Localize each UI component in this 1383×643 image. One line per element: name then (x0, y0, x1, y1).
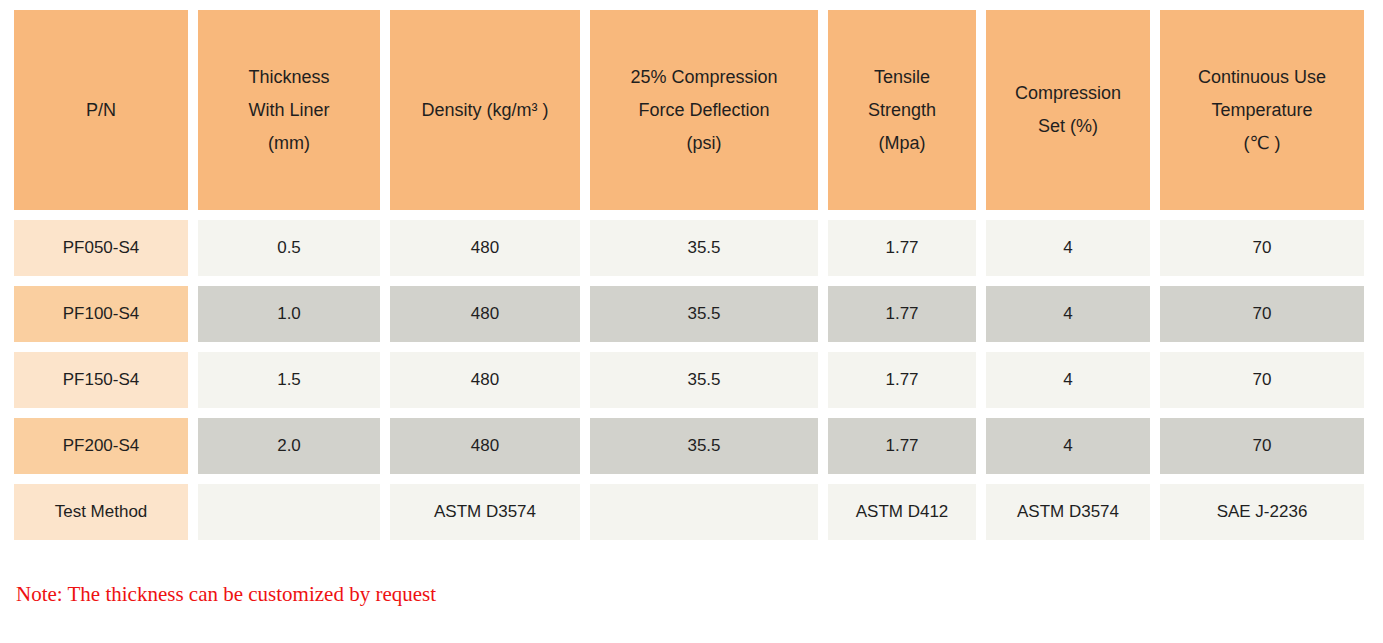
value-cell: SAE J-2236 (1160, 484, 1364, 540)
value-cell: 480 (390, 220, 580, 276)
column-header-pn: P/N (14, 10, 188, 210)
column-header-thickness: Thickness With Liner (mm) (198, 10, 380, 210)
thickness-note: Note: The thickness can be customized by… (16, 582, 1383, 607)
value-cell: 4 (986, 352, 1150, 408)
value-cell: 35.5 (590, 286, 818, 342)
value-cell (198, 484, 380, 540)
row-label-cell: PF100-S4 (14, 286, 188, 342)
value-cell: 4 (986, 220, 1150, 276)
row-label-cell: Test Method (14, 484, 188, 540)
value-cell: 2.0 (198, 418, 380, 474)
table-row: PF100-S4 1.0 480 35.5 1.77 4 70 (14, 286, 1364, 342)
value-cell: ASTM D412 (828, 484, 976, 540)
value-cell (590, 484, 818, 540)
value-cell: ASTM D3574 (390, 484, 580, 540)
value-cell: 70 (1160, 352, 1364, 408)
row-label-cell: PF050-S4 (14, 220, 188, 276)
value-cell: 0.5 (198, 220, 380, 276)
value-cell: 1.77 (828, 418, 976, 474)
value-cell: 70 (1160, 286, 1364, 342)
column-header-density: Density (kg/m³ ) (390, 10, 580, 210)
table-row: PF200-S4 2.0 480 35.5 1.77 4 70 (14, 418, 1364, 474)
value-cell: 70 (1160, 220, 1364, 276)
table-header-row: P/N Thickness With Liner (mm) Density (k… (14, 10, 1364, 210)
table-row: PF050-S4 0.5 480 35.5 1.77 4 70 (14, 220, 1364, 276)
value-cell: 480 (390, 352, 580, 408)
column-header-continuous-use-temperature: Continuous Use Temperature (℃ ) (1160, 10, 1364, 210)
value-cell: 35.5 (590, 418, 818, 474)
value-cell: 1.77 (828, 286, 976, 342)
column-header-compression-force-deflection: 25% Compression Force Deflection (psi) (590, 10, 818, 210)
table-row-test-method: Test Method ASTM D3574 ASTM D412 ASTM D3… (14, 484, 1364, 540)
table-row: PF150-S4 1.5 480 35.5 1.77 4 70 (14, 352, 1364, 408)
spec-table: P/N Thickness With Liner (mm) Density (k… (4, 0, 1374, 550)
column-header-compression-set: Compression Set (%) (986, 10, 1150, 210)
datasheet-page: P/N Thickness With Liner (mm) Density (k… (0, 0, 1383, 643)
value-cell: 1.77 (828, 352, 976, 408)
value-cell: 35.5 (590, 352, 818, 408)
value-cell: 4 (986, 286, 1150, 342)
column-header-tensile-strength: Tensile Strength (Mpa) (828, 10, 976, 210)
value-cell: 70 (1160, 418, 1364, 474)
row-label-cell: PF200-S4 (14, 418, 188, 474)
value-cell: 35.5 (590, 220, 818, 276)
value-cell: 480 (390, 418, 580, 474)
row-label-cell: PF150-S4 (14, 352, 188, 408)
value-cell: 1.0 (198, 286, 380, 342)
value-cell: 4 (986, 418, 1150, 474)
value-cell: 1.77 (828, 220, 976, 276)
value-cell: 1.5 (198, 352, 380, 408)
value-cell: 480 (390, 286, 580, 342)
value-cell: ASTM D3574 (986, 484, 1150, 540)
